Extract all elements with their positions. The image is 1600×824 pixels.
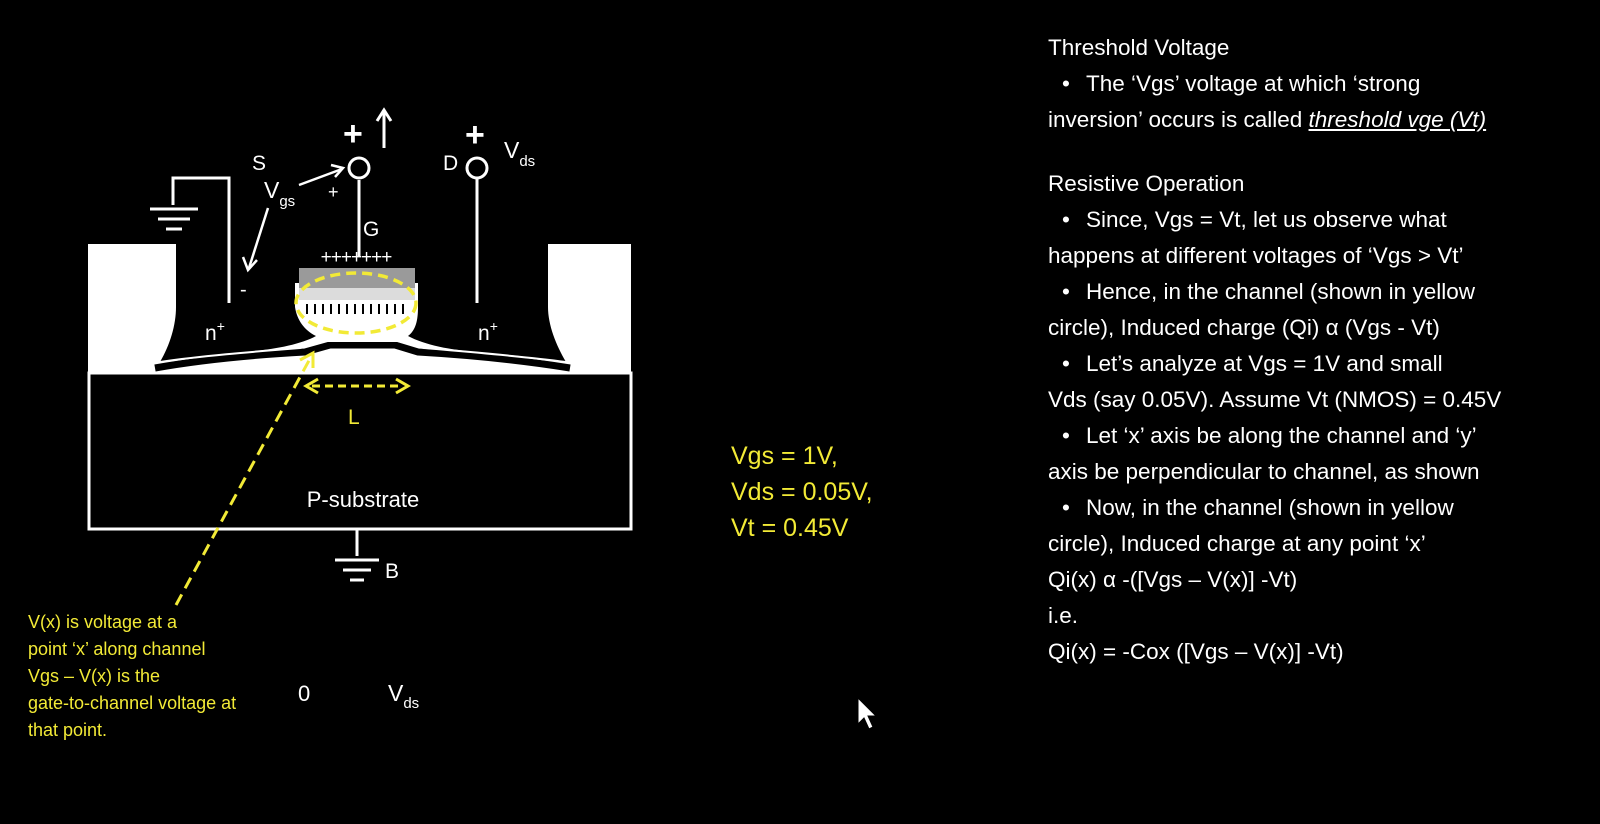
drain-terminal-node <box>465 156 489 180</box>
channel-electrons <box>306 304 404 314</box>
parameter-values: Vgs = 1V, Vds = 0.05V, Vt = 0.45V <box>731 438 873 546</box>
resistive-bullet-1: • Since, Vgs = Vt, let us observe what <box>1048 202 1600 238</box>
mouse-cursor-icon <box>857 696 878 730</box>
source-wire <box>171 176 231 303</box>
param-vgs: Vgs = 1V, <box>731 442 838 470</box>
voltage-pointer-arrow-icon <box>174 350 315 606</box>
channel-length-label: L <box>348 406 360 429</box>
n-plus-region-right <box>408 307 566 362</box>
drain-plus-sign: + <box>465 116 485 154</box>
resistive-bullet-2: • Hence, in the channel (shown in yellow <box>1048 274 1600 310</box>
bullet-icon: • <box>1062 495 1070 520</box>
channel-length-arrow-icon <box>303 377 411 395</box>
resistive-heading: Resistive Operation <box>1048 171 1245 196</box>
axis-zero-label: 0 <box>298 681 310 706</box>
note-line: point ‘x’ along channel <box>28 639 206 659</box>
threshold-bullet: • The ‘Vgs’ voltage at which ‘strong <box>1048 66 1600 102</box>
resistive-bullet-4-continued: axis be perpendicular to channel, as sho… <box>1048 459 1480 484</box>
vgs-label: Vgs <box>264 177 295 210</box>
gate-terminal-node <box>347 156 371 180</box>
substrate-label: P-substrate <box>307 487 420 512</box>
charge-equation: Qi(x) = -Cox ([Vgs – V(x)] -Vt) <box>1048 639 1344 664</box>
lecture-notes: Threshold Voltage • The ‘Vgs’ voltage at … <box>1048 30 1600 670</box>
threshold-bullet-continued: inversion’ occurs is called threshold vg… <box>1048 107 1487 132</box>
channel-highlight-ellipse <box>294 271 418 335</box>
gate-label: G <box>363 218 379 241</box>
threshold-heading: Threshold Voltage <box>1048 35 1230 60</box>
charge-equation-proportional: Qi(x) α -([Vgs – V(x)] -Vt) <box>1048 567 1298 592</box>
axis-vds-label: Vds <box>388 680 419 712</box>
param-vds: Vds = 0.05V, <box>731 478 873 506</box>
resistive-bullet-5: • Now, in the channel (shown in yellow <box>1048 490 1600 526</box>
note-line: gate-to-channel voltage at <box>28 693 237 713</box>
body-label: B <box>385 560 399 583</box>
resistive-bullet-5-continued: circle), Induced charge at any point ‘x’ <box>1048 531 1426 556</box>
n-plus-label-right: n+ <box>478 318 498 345</box>
threshold-term: threshold vge (Vt) <box>1308 107 1487 132</box>
note-line: Vgs – V(x) is the <box>28 666 161 686</box>
p-substrate-body <box>87 371 633 531</box>
param-vt: Vt = 0.45V <box>731 514 849 542</box>
note-line: that point. <box>28 720 108 740</box>
n-plus-region-left <box>160 307 316 362</box>
gate-positive-charges: +++++++ <box>321 247 393 268</box>
depletion-edge <box>159 340 567 363</box>
vds-label: Vds <box>504 137 535 170</box>
drain-label: D <box>443 152 458 175</box>
note-line: V(x) is voltage at a <box>28 612 178 632</box>
gate-plus-sign: + <box>343 115 363 153</box>
vgs-plus-sign: + <box>328 182 339 202</box>
bullet-icon: • <box>1062 279 1070 304</box>
vgs-arrow-to-gate-icon <box>298 163 346 187</box>
bullet-icon: • <box>1062 351 1070 376</box>
gate-electrode <box>299 268 415 288</box>
resistive-bullet-3: • Let’s analyze at Vgs = 1V and small <box>1048 346 1600 382</box>
source-ground-icon <box>150 207 198 231</box>
field-oxide-left <box>88 244 176 373</box>
bullet-icon: • <box>1062 207 1070 232</box>
vgs-minus-sign: - <box>240 279 247 301</box>
resistive-bullet-3-continued: Vds (say 0.05V). Assume Vt (NMOS) = 0.45… <box>1048 387 1502 412</box>
depletion-band <box>154 341 571 372</box>
body-ground-icon <box>335 558 379 582</box>
resistive-bullet-2-continued: circle), Induced charge (Qi) α (Vgs - Vt… <box>1048 315 1440 340</box>
n-plus-label-left: n+ <box>205 318 225 345</box>
resistive-bullet-4: • Let ‘x’ axis be along the channel and ‘… <box>1048 418 1600 454</box>
ie-label: i.e. <box>1048 603 1079 628</box>
source-label: S <box>252 152 266 175</box>
nmos-cross-section-diagram: +++++++ S G + Vgs + - D + Vds n+ n+ <box>87 107 878 730</box>
field-oxide-right <box>548 244 631 373</box>
gate-oxide <box>299 288 415 300</box>
voltage-note: V(x) is voltage at a point ‘x’ along cha… <box>28 609 298 744</box>
bullet-icon: • <box>1062 71 1070 96</box>
bullet-icon: • <box>1062 423 1070 448</box>
up-arrow-icon <box>375 107 393 148</box>
resistive-bullet-1-continued: happens at different voltages of ‘Vgs > … <box>1048 243 1464 268</box>
vgs-arrow-to-source-icon <box>241 207 270 273</box>
